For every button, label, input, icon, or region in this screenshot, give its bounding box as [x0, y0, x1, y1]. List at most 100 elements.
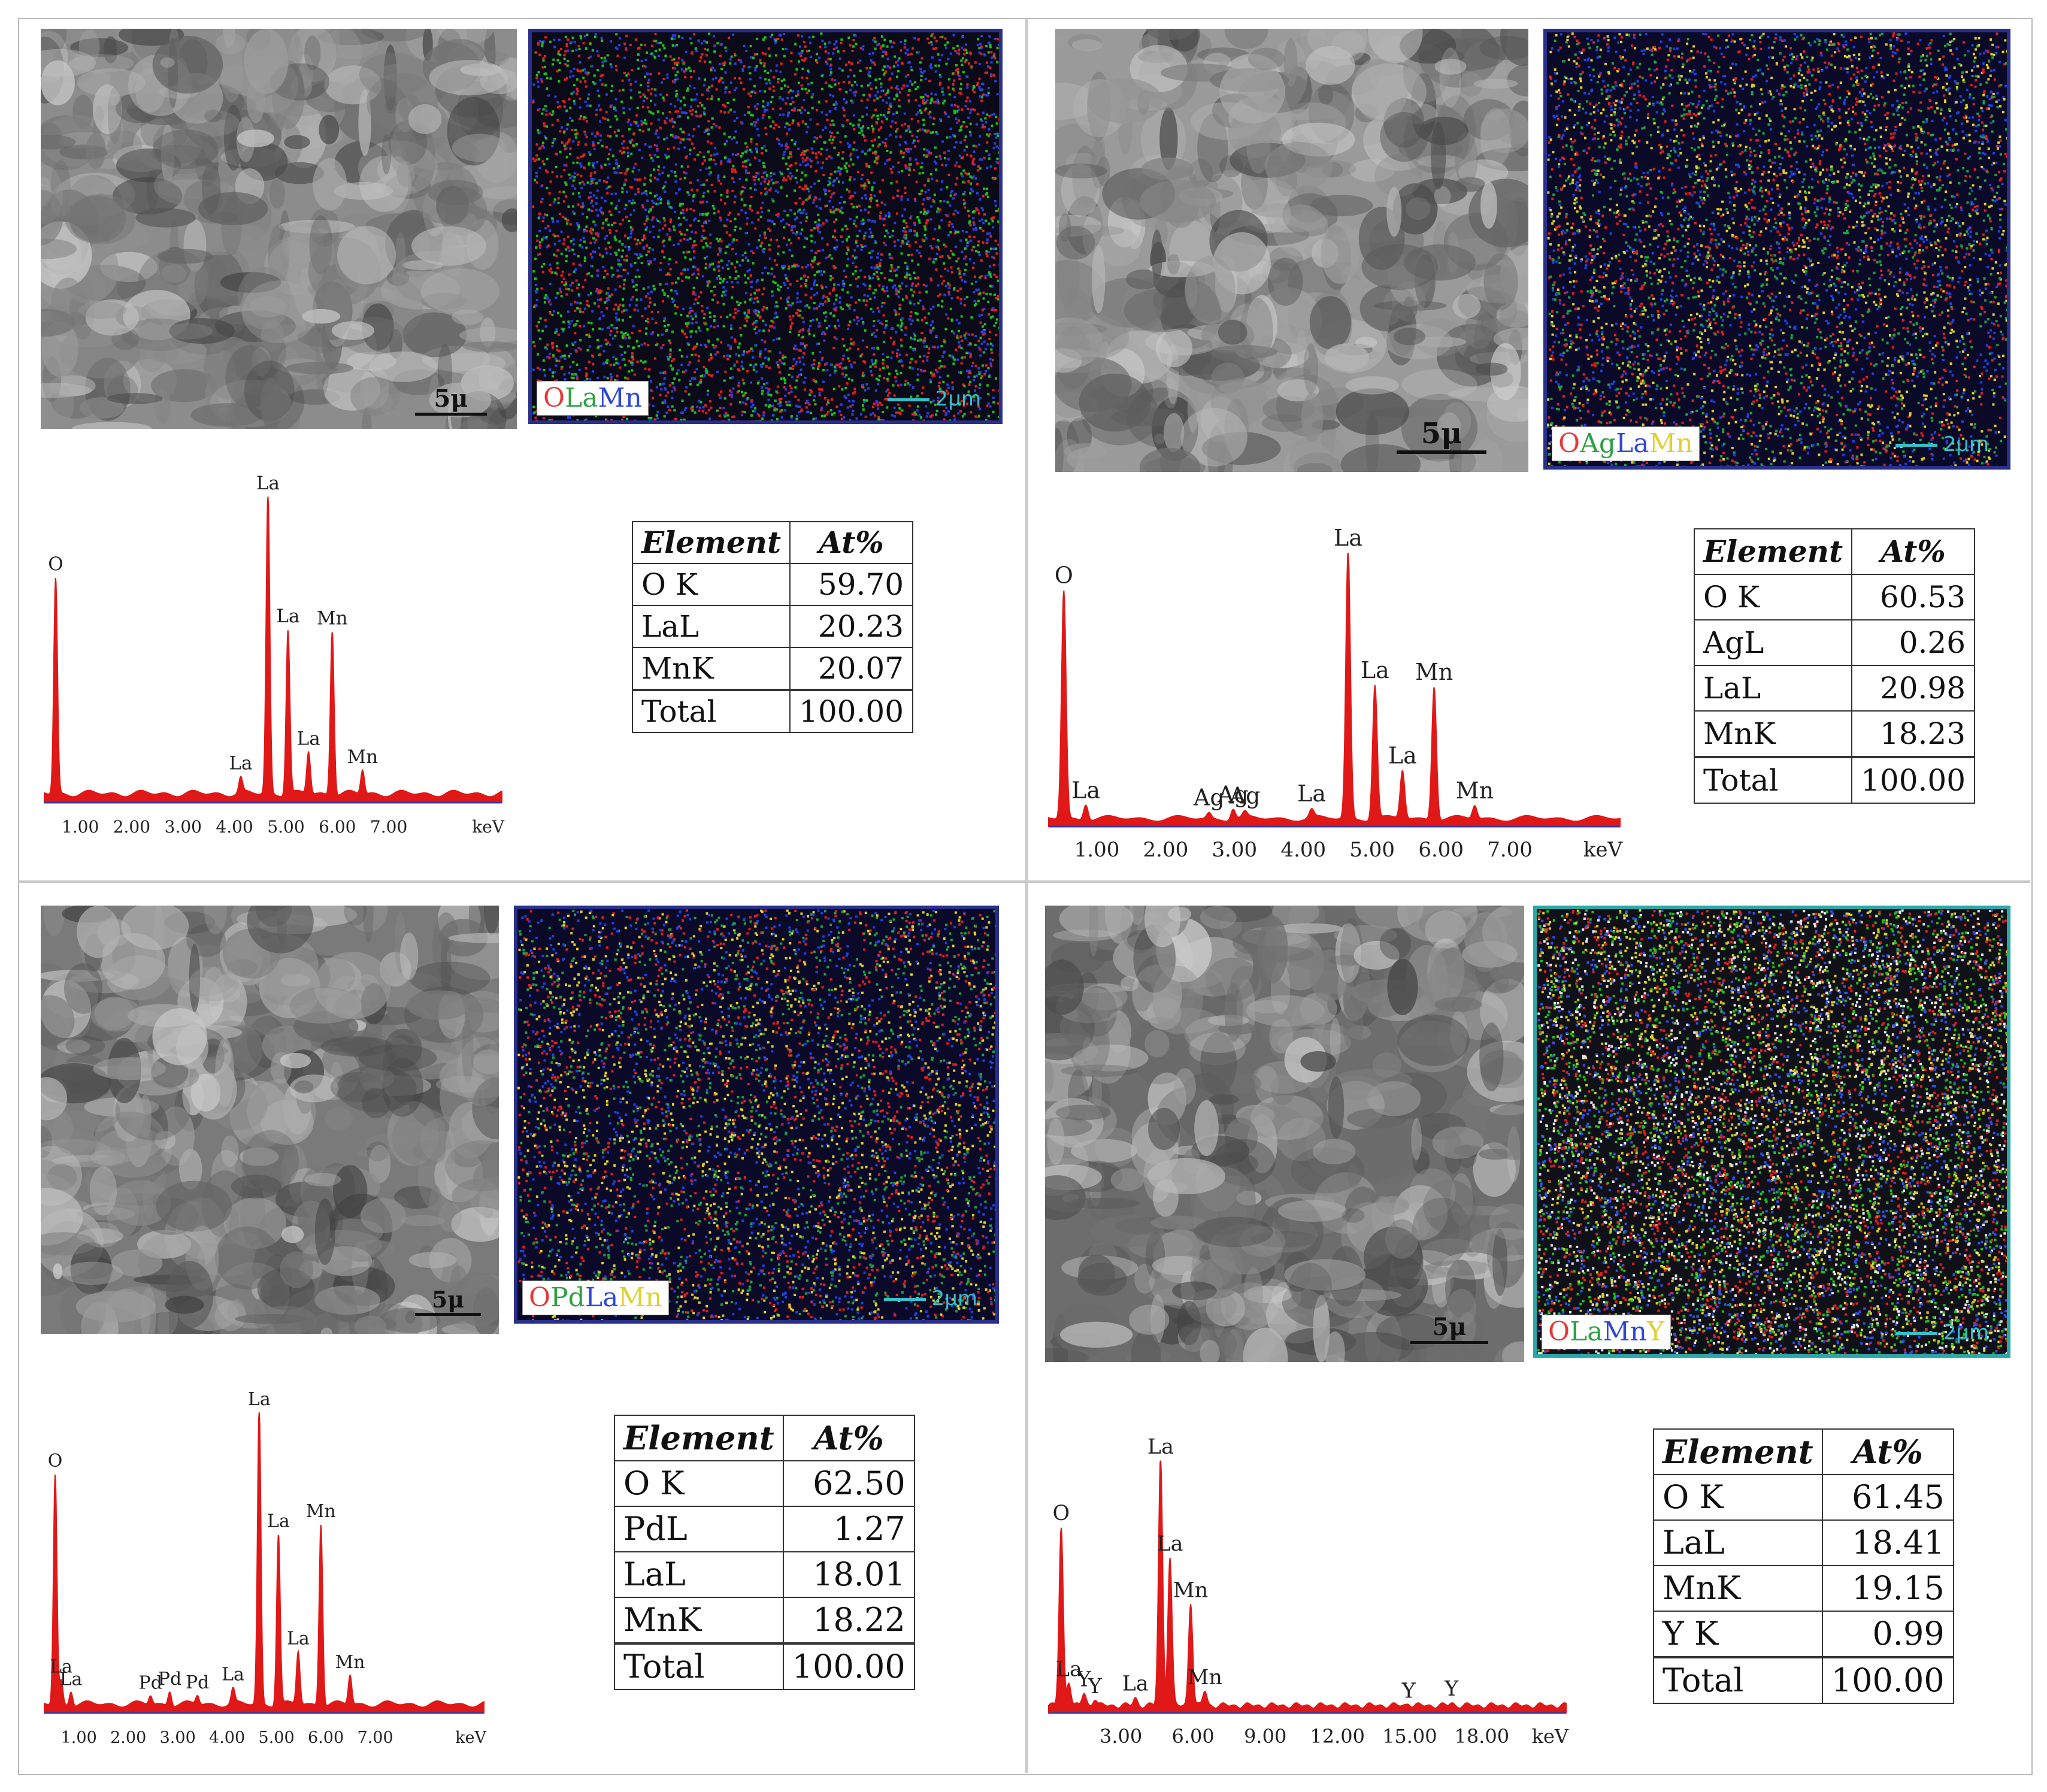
x-tick-label: 7.00	[1487, 838, 1533, 862]
sem-texture	[41, 29, 517, 429]
table-row: PdL 1.27	[614, 1506, 915, 1552]
element-cell: AgL	[1693, 619, 1853, 666]
legend-element: La	[1570, 1316, 1603, 1347]
peak-label: Pd	[158, 1669, 181, 1690]
peak-label: La	[297, 728, 320, 750]
peak-label: Mn	[306, 1501, 336, 1522]
x-axis-label: keV	[455, 1729, 486, 1747]
peak-label: La	[248, 1389, 271, 1410]
map-scalebar: 2μm	[887, 387, 981, 411]
peak-label: La	[1297, 780, 1326, 807]
table-total-row: Total 100.00	[631, 689, 914, 733]
x-tick-label: 2.00	[1143, 838, 1189, 862]
sem-image: 5μ	[41, 29, 517, 429]
x-tick-label: 4.00	[1280, 838, 1326, 862]
peak-label: La	[1071, 777, 1100, 803]
x-tick-label: 1.00	[61, 1729, 97, 1747]
total-label: Total	[614, 1642, 784, 1690]
eds-spectrum: O La Ag Ag Ag La La La La Mn Mn 1.00 2.00 3.00 4.00 5.0…	[1045, 515, 1638, 874]
legend-element: O	[543, 383, 565, 413]
element-cell: O K	[1693, 574, 1853, 620]
legend-element: Y	[1647, 1316, 1664, 1347]
map-scalebar: 2μm	[883, 1287, 977, 1310]
table-total-row: Total 100.00	[1653, 1656, 1954, 1704]
map-legend: OLaMn	[537, 380, 649, 416]
element-map: OLaMn 2μm	[528, 29, 1003, 424]
sem-image: 5μ	[41, 906, 499, 1334]
peak-label: La	[50, 1656, 72, 1677]
legend-element: La	[585, 1282, 618, 1313]
atomic-percent-cell: 59.70	[789, 563, 914, 606]
peak-label: La	[1056, 1657, 1082, 1681]
peak-label: La	[1334, 525, 1362, 551]
spectrum-svg: O La La La La Mn Mn 1.00 2.00 3.00 4.00 5.00 6.00 7.0…	[44, 473, 505, 837]
element-cell: LaL	[1693, 665, 1853, 712]
x-tick-label: 7.00	[358, 1729, 393, 1747]
atomic-percent-cell: 20.98	[1851, 665, 1976, 712]
x-tick-label: 5.00	[267, 817, 304, 837]
peak-label: La	[1156, 1532, 1183, 1556]
sem-scalebar: 5μ	[1397, 417, 1486, 454]
atomic-percent-cell: 1.27	[782, 1506, 915, 1552]
atomic-percent-cell: 0.26	[1851, 619, 1976, 666]
x-axis-label: keV	[472, 817, 505, 837]
map-legend: OLaMnY	[1542, 1314, 1671, 1349]
peak-label: La	[222, 1664, 244, 1685]
table-row: MnK 18.23	[1693, 710, 1976, 758]
atomic-percent-cell: 18.22	[782, 1597, 915, 1644]
element-map: OPdLaMn 2μm	[514, 906, 999, 1324]
x-tick-label: 4.00	[209, 1729, 245, 1747]
eds-spectrum: O La Y Y La La La Mn Mn Y Y 3.00 6.00 9.00 12.00 15.00 1…	[1045, 1425, 1584, 1761]
x-tick-label: 1.00	[1074, 838, 1120, 862]
legend-element: Ag	[1580, 428, 1616, 459]
x-tick-label: 12.00	[1310, 1725, 1365, 1748]
peak-label: Mn	[347, 746, 378, 768]
element-cell: Y K	[1653, 1611, 1823, 1658]
peak-label: Mn	[1456, 777, 1494, 804]
peak-label: Y	[1401, 1679, 1416, 1703]
composition-table: Element At% O K 60.53 AgL 0.26 LaL 20.98 MnK 18.2…	[1693, 528, 1976, 804]
table-row: AgL 0.26	[1693, 619, 1976, 666]
peak-label: La	[229, 753, 252, 774]
x-axis-label: keV	[1532, 1725, 1569, 1748]
table-row: LaL 18.41	[1653, 1519, 1954, 1566]
atomic-percent-cell: 60.53	[1851, 574, 1976, 620]
element-cell: MnK	[1693, 710, 1853, 758]
atomic-percent-cell: 18.23	[1851, 710, 1976, 758]
legend-element: O	[529, 1282, 550, 1313]
x-tick-label: 7.00	[370, 817, 407, 837]
table-row: LaL 18.01	[614, 1551, 915, 1598]
x-axis-label: keV	[1583, 838, 1624, 862]
sem-image: 5μ	[1055, 29, 1528, 472]
element-cell: O K	[1653, 1474, 1823, 1521]
peak-label: Mn	[1173, 1578, 1208, 1602]
atomic-percent-cell: 61.45	[1821, 1474, 1954, 1521]
map-scalebar: 2μm	[1895, 1321, 1989, 1345]
peak-label: La	[1388, 743, 1417, 769]
peak-label: O	[1053, 1502, 1070, 1525]
total-value: 100.00	[789, 689, 914, 733]
spectrum-area	[1048, 552, 1621, 827]
peak-label: Pd	[186, 1672, 209, 1693]
element-map: OAgLaMn 2μm	[1543, 29, 2010, 470]
peak-label: La	[1122, 1672, 1149, 1696]
peak-label: Mn	[1188, 1666, 1222, 1690]
table-row: O K 59.70	[631, 563, 914, 606]
table-header: At%	[1851, 528, 1976, 575]
element-cell: O K	[614, 1460, 784, 1507]
table-row: LaL 20.23	[631, 605, 914, 648]
peak-label: La	[267, 1511, 290, 1531]
map-dots	[532, 32, 999, 420]
sem-scalebar: 5μ	[1410, 1313, 1488, 1344]
element-cell: MnK	[631, 647, 791, 691]
x-tick-label: 1.00	[62, 817, 99, 837]
total-label: Total	[1653, 1656, 1823, 1704]
spectrum-area	[44, 497, 502, 803]
element-map: OLaMnY 2μm	[1533, 906, 2010, 1358]
vertical-divider	[1025, 18, 1028, 1773]
total-value: 100.00	[1851, 756, 1976, 804]
atomic-percent-cell: 62.50	[782, 1460, 915, 1507]
peak-label: O	[48, 1451, 63, 1472]
legend-element: La	[565, 383, 598, 413]
element-cell: O K	[631, 563, 791, 606]
